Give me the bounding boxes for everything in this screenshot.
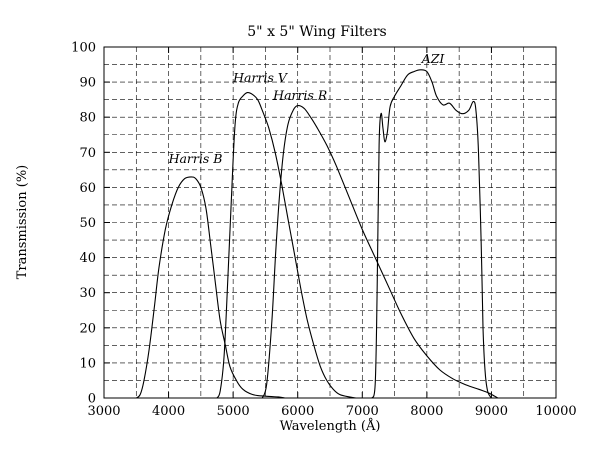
y-tick-label: 20 (79, 321, 96, 336)
y-tick-label: 80 (79, 111, 96, 126)
x-tick-label: 10000 (535, 404, 576, 419)
y-tick-label: 60 (79, 181, 96, 196)
series-label-harris-r: Harris R (272, 88, 327, 103)
series-label-harris-v: Harris V (232, 70, 289, 85)
chart-title: 5" x 5" Wing Filters (247, 24, 386, 40)
y-tick-label: 10 (79, 356, 96, 371)
series-line-azi (371, 69, 492, 399)
x-tick-label: 3000 (87, 404, 120, 419)
x-tick-label: 6000 (281, 404, 314, 419)
y-tick-label: 100 (71, 41, 96, 56)
x-tick-labels: 3000 4000 5000 6000 7000 8000 9000 10000 (87, 404, 576, 419)
x-tick-label: 4000 (152, 404, 185, 419)
y-tick-label: 40 (79, 251, 96, 266)
y-tick-label: 90 (79, 76, 96, 91)
series-labels: Harris B Harris V Harris R AZI (168, 51, 446, 166)
y-tick-label: 70 (79, 146, 96, 161)
x-axis-title: Wavelength (Å) (280, 418, 381, 434)
y-tick-labels: 0 10 20 30 40 50 60 70 80 90 100 (71, 41, 96, 407)
x-tick-label: 8000 (410, 404, 443, 419)
y-tick-label: 30 (79, 286, 96, 301)
y-tick-label: 0 (88, 392, 96, 407)
y-axis-title: Transmission (%) (15, 165, 30, 280)
y-tick-label: 50 (79, 216, 96, 231)
tick-marks (103, 46, 557, 399)
series-label-azi: AZI (421, 51, 446, 66)
grid (104, 47, 556, 398)
series-curves (135, 69, 499, 399)
series-label-harris-b: Harris B (168, 151, 223, 166)
series-line-harris-b (135, 176, 285, 399)
series-line-harris-v (216, 91, 356, 399)
series-line-harris-r (261, 105, 499, 399)
x-tick-label: 7000 (346, 404, 379, 419)
x-tick-label: 9000 (475, 404, 508, 419)
x-tick-label: 5000 (217, 404, 250, 419)
